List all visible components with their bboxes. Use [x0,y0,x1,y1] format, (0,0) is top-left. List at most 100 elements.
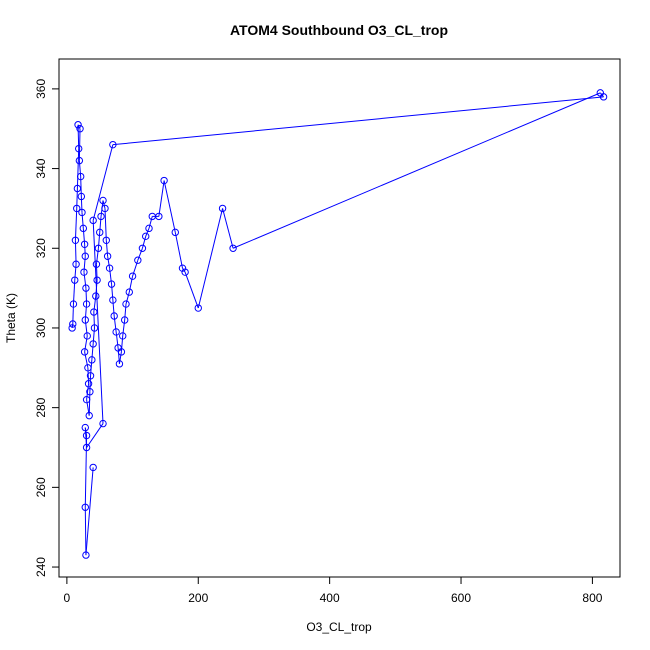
series-segment [93,312,95,328]
series-segment [78,128,81,161]
data-point [78,208,86,217]
series-segment [84,244,86,257]
data-point [84,364,92,372]
y-tick-label: 260 [34,477,48,497]
data-point [138,244,147,252]
series-segment [83,272,87,289]
data-point [107,280,116,288]
data-point [89,340,97,348]
data-point [599,93,608,101]
data-point [160,176,168,185]
series-segment [82,228,86,245]
series-segment [107,256,111,269]
series-segment [163,180,176,233]
series-segment [80,196,83,213]
data-point [73,204,81,213]
data-point [125,288,133,296]
data-point [82,395,91,404]
y-tick-label: 360 [34,79,48,99]
data-point [68,324,76,332]
x-tick-label: 0 [64,591,71,605]
data-point [80,268,88,276]
series-segment [91,343,94,360]
series-segment [83,256,86,273]
series-segment [81,212,84,229]
data-point [119,332,127,340]
data-point [109,140,117,149]
data-point [178,264,187,272]
data-point [84,380,93,388]
data-point [75,144,83,153]
series-segment [72,280,76,305]
data-point [101,204,109,213]
data-point [81,423,89,432]
data-point [83,332,91,340]
series-segment [182,267,186,273]
series-segment [99,216,102,233]
plot-frame [58,58,621,578]
data-point [229,244,237,252]
data-point [88,356,96,364]
data-point [73,184,82,193]
data-point [117,348,126,356]
data-point [71,236,80,245]
series-segment [102,200,106,209]
series-segment [84,319,88,336]
data-point [79,224,88,233]
data-point [194,304,202,312]
series-segment [84,304,88,321]
series-segment [92,327,95,344]
series-segment [113,315,117,333]
series-segment [141,236,147,249]
data-point [92,292,100,300]
series-segment [104,208,107,241]
series-segment [84,435,88,508]
series-segment [76,148,80,189]
series-segment [85,467,94,556]
series-segment [145,228,150,237]
series-segment [84,335,88,352]
data-point [96,228,104,237]
data-point [92,260,101,268]
data-point [80,348,89,356]
data-point [110,312,118,320]
series-segment [84,351,89,368]
series-segment [128,276,134,293]
series-segment [77,124,81,129]
data-point [69,320,77,328]
data-point [105,264,114,272]
data-points [68,89,608,559]
series-segment [122,319,126,336]
data-point [82,431,91,440]
series-segment [174,232,183,269]
data-point [112,328,120,336]
series-segment [89,375,92,392]
data-point [218,204,227,213]
data-point [81,316,89,324]
data-point [76,125,84,133]
data-point [74,121,82,129]
series-segment [197,208,224,309]
y-tick-label: 320 [34,238,48,258]
series-segment [184,272,199,309]
data-point [90,324,99,332]
series-segment [77,124,80,149]
data-point [115,360,124,368]
data-point [82,300,91,308]
data-point [171,228,179,237]
series-segment [148,216,153,229]
series-segment [95,264,98,281]
y-axis: 240 260 280 300 320 340 360 [34,79,60,577]
data-point [94,244,103,252]
series-segment [125,291,130,305]
series-segment [105,240,109,257]
data-point [71,276,79,284]
series-segment [120,335,124,352]
y-tick-label: 300 [34,318,48,338]
series-segment [84,507,87,556]
y-tick-label: 340 [34,158,48,178]
data-lines [71,92,604,556]
y-tick-label: 240 [34,557,48,577]
data-point [99,196,107,205]
x-axis-label: O3_CL_trop [306,620,372,634]
